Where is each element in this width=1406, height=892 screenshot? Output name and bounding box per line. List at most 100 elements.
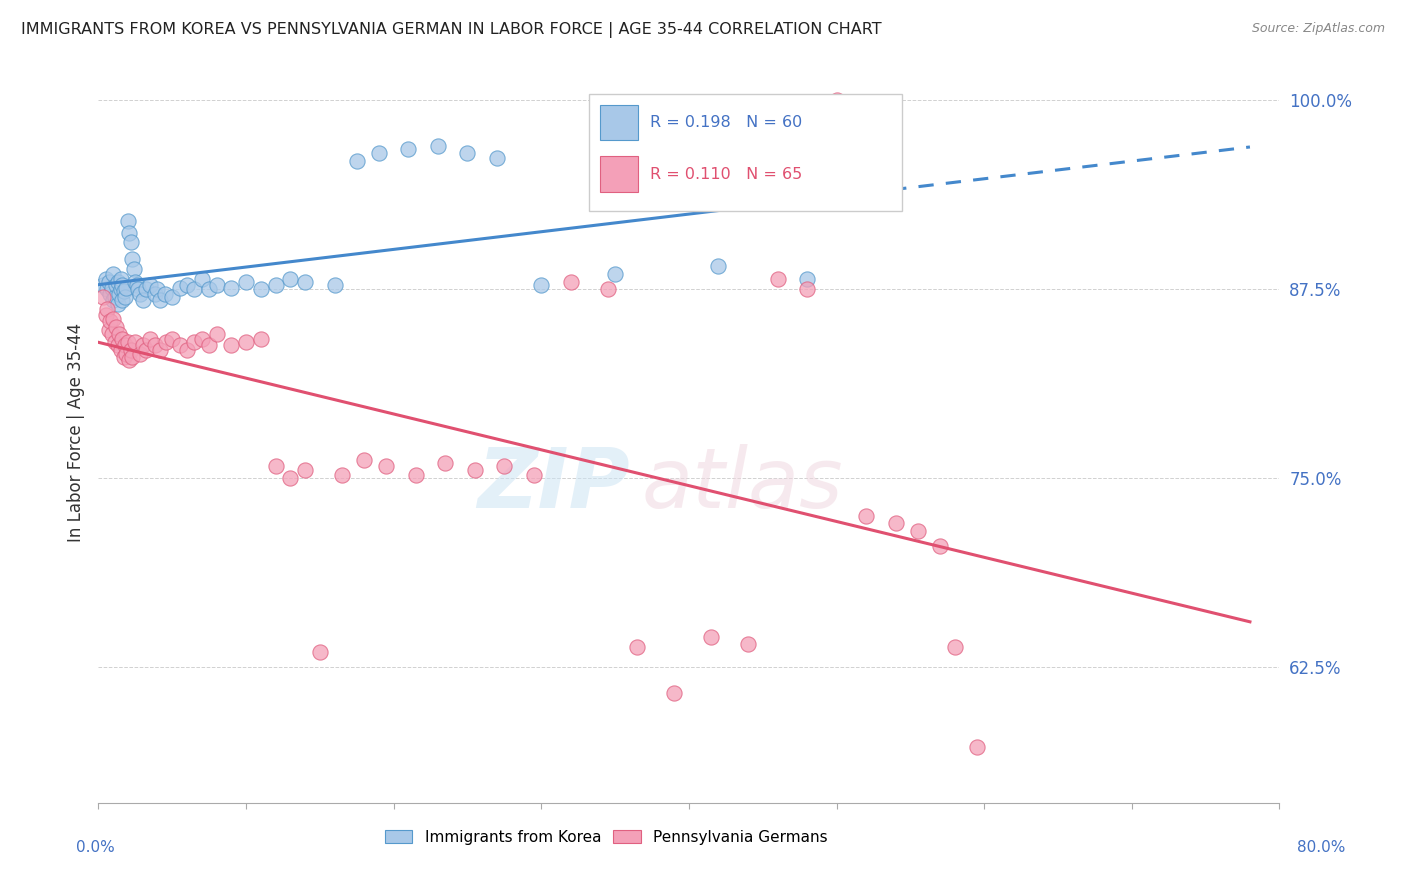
Point: [353, 452, 375, 467]
Point: [115, 280, 138, 294]
Point: [96, 301, 118, 316]
Point: [250, 282, 273, 296]
Point: [128, 286, 150, 301]
Point: [121, 350, 143, 364]
Point: [94, 271, 117, 285]
Point: [153, 286, 176, 301]
Point: [330, 467, 353, 482]
Point: [250, 332, 273, 346]
Point: [143, 286, 166, 301]
Point: [707, 260, 730, 274]
Point: [107, 338, 129, 352]
Point: [294, 463, 316, 477]
Point: [146, 282, 169, 296]
Point: [98, 286, 121, 301]
Point: [884, 516, 907, 531]
Point: [110, 343, 132, 357]
Point: [135, 282, 157, 296]
Text: R = 0.110   N = 65: R = 0.110 N = 65: [650, 167, 803, 182]
Point: [100, 327, 122, 342]
Bar: [600, 104, 638, 140]
Point: [176, 343, 198, 357]
Legend: Immigrants from Korea, Pennsylvania Germans: Immigrants from Korea, Pennsylvania Germ…: [378, 823, 834, 851]
Point: [855, 508, 877, 523]
Point: [368, 146, 391, 161]
Point: [700, 630, 723, 644]
Point: [169, 338, 191, 352]
Point: [111, 293, 134, 307]
Point: [114, 290, 136, 304]
Point: [149, 343, 172, 357]
Text: atlas: atlas: [641, 444, 844, 525]
Point: [530, 277, 553, 292]
Point: [111, 332, 134, 346]
Point: [120, 343, 142, 357]
Point: [346, 153, 368, 168]
Point: [737, 637, 759, 651]
Point: [107, 275, 129, 289]
Point: [115, 347, 138, 361]
Point: [825, 93, 848, 107]
Point: [398, 142, 420, 156]
Point: [103, 267, 125, 281]
Point: [122, 262, 145, 277]
Point: [943, 640, 966, 655]
Bar: [600, 156, 638, 192]
Point: [198, 338, 221, 352]
Point: [91, 290, 114, 304]
Point: [494, 458, 516, 473]
Point: [191, 271, 214, 285]
Point: [118, 226, 141, 240]
Point: [96, 282, 118, 296]
Point: [264, 458, 287, 473]
Text: ZIP: ZIP: [477, 444, 630, 525]
Point: [183, 334, 205, 349]
Point: [125, 277, 148, 292]
Point: [176, 277, 198, 292]
Text: IMMIGRANTS FROM KOREA VS PENNSYLVANIA GERMAN IN LABOR FORCE | AGE 35-44 CORRELAT: IMMIGRANTS FROM KOREA VS PENNSYLVANIA GE…: [21, 22, 882, 38]
Point: [264, 277, 287, 292]
Point: [162, 290, 183, 304]
FancyBboxPatch shape: [589, 94, 901, 211]
Point: [323, 277, 346, 292]
Point: [907, 524, 929, 538]
Point: [108, 327, 131, 342]
Point: [127, 282, 149, 296]
Point: [280, 271, 302, 285]
Point: [104, 334, 127, 349]
Point: [105, 319, 128, 334]
Point: [112, 284, 135, 298]
Point: [124, 275, 146, 289]
Point: [405, 467, 427, 482]
Text: Source: ZipAtlas.com: Source: ZipAtlas.com: [1251, 22, 1385, 36]
Point: [309, 645, 332, 659]
Point: [929, 539, 952, 553]
Point: [97, 323, 120, 337]
Point: [596, 282, 619, 296]
Point: [132, 338, 155, 352]
Point: [664, 685, 686, 699]
Point: [98, 314, 121, 328]
Point: [221, 280, 243, 294]
Point: [104, 290, 127, 304]
Point: [205, 327, 228, 342]
Point: [162, 332, 183, 346]
Point: [135, 343, 157, 357]
Point: [111, 277, 134, 292]
Point: [139, 332, 162, 346]
Point: [124, 334, 146, 349]
Point: [110, 271, 132, 285]
Point: [103, 293, 125, 307]
Point: [464, 463, 486, 477]
Point: [107, 297, 129, 311]
Point: [103, 312, 125, 326]
Point: [114, 338, 136, 352]
Point: [97, 275, 120, 289]
Point: [169, 280, 191, 294]
Text: 0.0%: 0.0%: [76, 840, 115, 855]
Text: R = 0.198   N = 60: R = 0.198 N = 60: [650, 115, 803, 130]
Point: [427, 138, 450, 153]
Point: [183, 282, 205, 296]
Point: [91, 277, 114, 292]
Point: [486, 151, 509, 165]
